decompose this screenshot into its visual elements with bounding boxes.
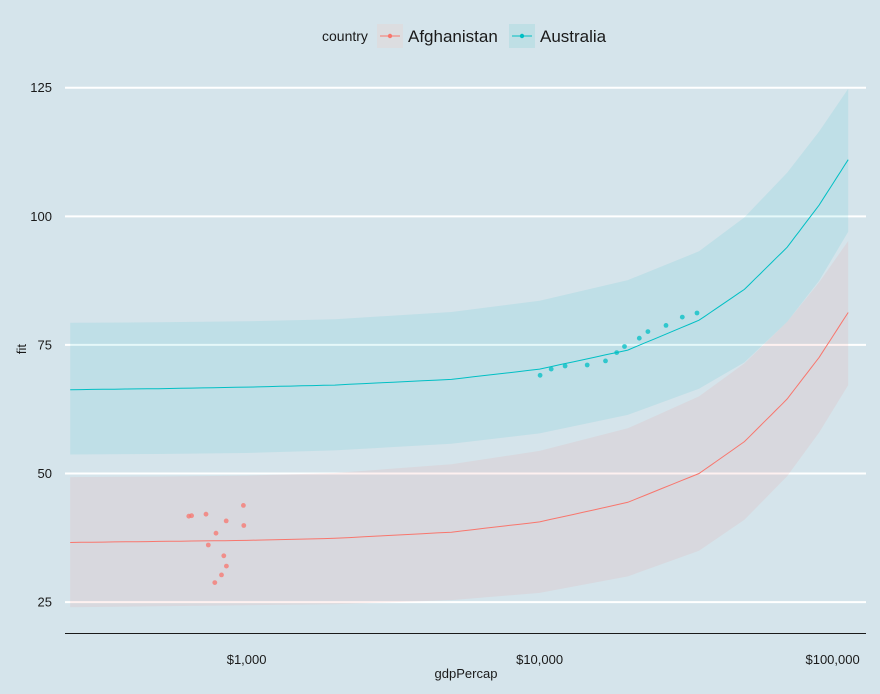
data-point-australia-6 bbox=[622, 344, 627, 349]
data-point-australia-8 bbox=[645, 329, 651, 334]
x-tick-label-1000: $1,000 bbox=[227, 652, 267, 667]
y-tick-labels: 25 50 75 100 125 bbox=[30, 80, 52, 609]
y-tick-label-75: 75 bbox=[38, 337, 52, 352]
legend-label-afghanistan: Afghanistan bbox=[408, 27, 498, 46]
x-tick-label-100000: $100,000 bbox=[805, 652, 859, 667]
legend-label-australia: Australia bbox=[540, 27, 607, 46]
data-point-afghanistan-6 bbox=[241, 523, 247, 528]
data-point-australia-9 bbox=[663, 323, 669, 328]
data-point-afghanistan-0 bbox=[212, 580, 218, 585]
legend-point-australia bbox=[519, 33, 525, 39]
data-point-afghanistan-3 bbox=[221, 553, 227, 559]
data-point-afghanistan-1 bbox=[219, 572, 224, 578]
data-point-afghanistan-4 bbox=[205, 542, 211, 548]
x-tick-label-10000: $10,000 bbox=[516, 652, 563, 667]
fit-line-afghanistan bbox=[70, 312, 849, 543]
ci-ribbon-australia bbox=[70, 88, 849, 455]
data-point-australia-0 bbox=[537, 372, 543, 378]
data-point-afghanistan-7 bbox=[223, 518, 229, 524]
legend-title: country bbox=[322, 28, 368, 44]
confidence-ribbons bbox=[70, 88, 849, 608]
data-points bbox=[186, 310, 700, 585]
data-point-afghanistan-10 bbox=[203, 511, 209, 517]
data-point-australia-4 bbox=[603, 358, 608, 364]
data-point-australia-5 bbox=[614, 350, 620, 355]
y-tick-label-50: 50 bbox=[38, 466, 52, 481]
fit-line-australia bbox=[70, 159, 849, 391]
x-tick-labels: $1,000 $10,000 $100,000 bbox=[227, 652, 860, 667]
data-point-australia-1 bbox=[548, 366, 554, 372]
y-axis-title: fit bbox=[14, 344, 29, 355]
data-point-australia-2 bbox=[562, 363, 568, 369]
data-point-australia-11 bbox=[694, 310, 700, 316]
y-tick-label-125: 125 bbox=[30, 80, 52, 95]
data-point-australia-10 bbox=[679, 314, 685, 320]
y-tick-label-100: 100 bbox=[30, 209, 52, 224]
fit-lines bbox=[70, 159, 849, 543]
data-point-australia-3 bbox=[584, 362, 590, 368]
data-point-australia-7 bbox=[636, 335, 642, 341]
data-point-afghanistan-5 bbox=[213, 530, 219, 536]
data-point-afghanistan-11 bbox=[241, 503, 246, 508]
legend-item-australia: Australia bbox=[509, 24, 607, 48]
legend-point-afghanistan bbox=[387, 33, 393, 39]
ci-ribbon-afghanistan bbox=[70, 241, 849, 608]
data-point-afghanistan-2 bbox=[224, 563, 229, 569]
legend: country Afghanistan Australia bbox=[322, 24, 607, 48]
data-point-afghanistan-9 bbox=[186, 513, 192, 519]
y-tick-label-25: 25 bbox=[38, 595, 52, 610]
x-axis-title: gdpPercap bbox=[435, 666, 498, 681]
grid-lines bbox=[65, 86, 866, 604]
legend-item-afghanistan: Afghanistan bbox=[377, 24, 498, 48]
